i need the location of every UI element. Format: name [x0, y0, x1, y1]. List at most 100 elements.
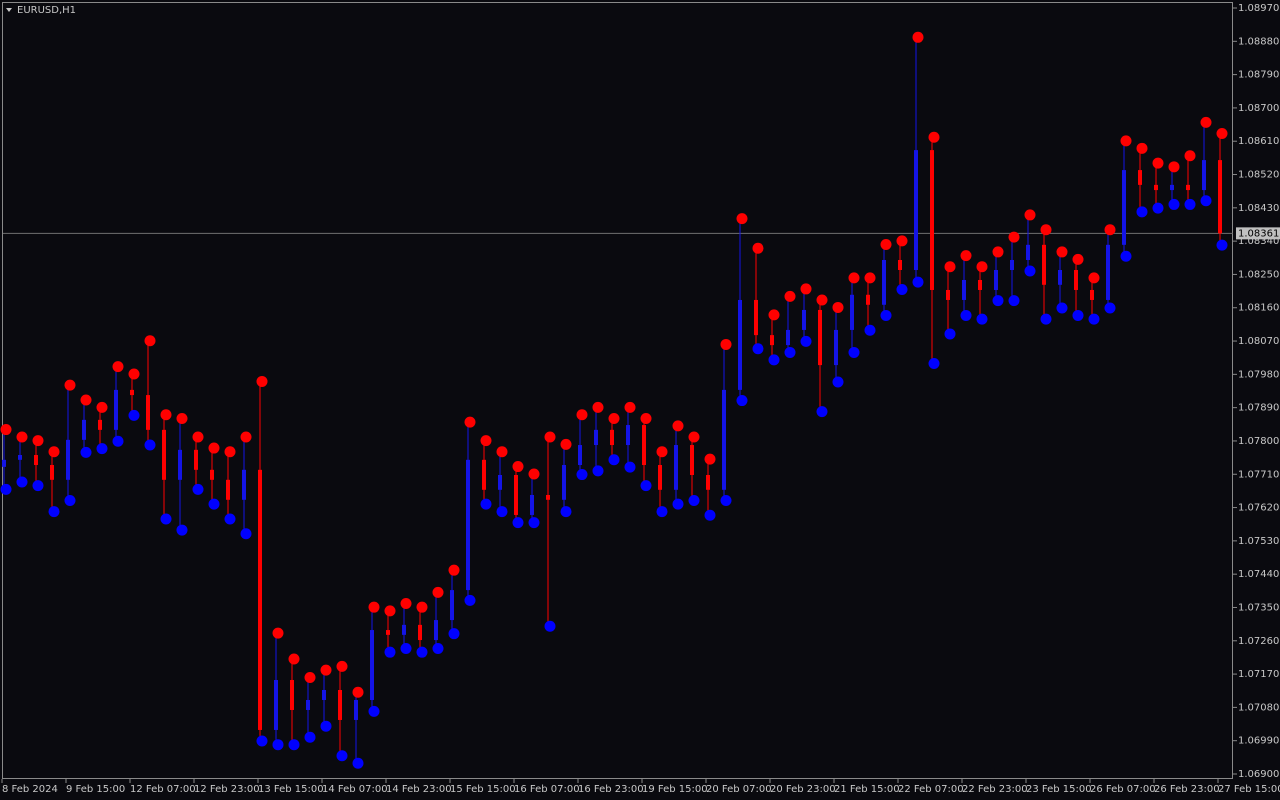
low-dot: [896, 284, 908, 296]
low-dot: [272, 739, 284, 751]
candle-body: [1042, 244, 1046, 285]
candle-body: [1138, 170, 1142, 185]
low-dot: [624, 461, 636, 473]
high-dot: [336, 660, 348, 672]
candle-body: [82, 419, 86, 440]
high-dot: [656, 446, 668, 458]
candle-body: [482, 459, 486, 490]
low-dot: [1072, 309, 1084, 321]
candle-body: [242, 469, 246, 500]
y-tick-label: 1.08340: [1238, 236, 1279, 247]
candle-body: [114, 389, 118, 430]
low-dot: [336, 750, 348, 762]
menu-arrow[interactable]: [6, 8, 12, 12]
candle-body: [498, 475, 502, 490]
candle-body: [338, 689, 342, 720]
x-tick-label: 20 Feb 07:00: [706, 784, 772, 795]
candle-body: [898, 260, 902, 270]
candle-body: [450, 590, 454, 621]
low-dot: [1056, 302, 1068, 314]
candle-body: [818, 309, 822, 366]
low-dot: [96, 443, 108, 455]
high-dot: [432, 586, 444, 598]
low-dot: [768, 354, 780, 366]
candle-body: [194, 449, 198, 470]
candle-body: [210, 469, 214, 480]
candle-body: [274, 680, 278, 730]
y-tick-label: 1.08520: [1238, 170, 1279, 181]
candle-body: [770, 335, 774, 346]
candle-body: [354, 699, 358, 720]
low-dot: [608, 454, 620, 466]
low-dot: [736, 395, 748, 407]
low-dot: [1184, 198, 1196, 210]
y-tick-label: 1.08790: [1238, 70, 1279, 81]
low-dot: [240, 528, 252, 540]
low-dot: [48, 506, 60, 518]
candle-body: [514, 475, 518, 515]
candle-body: [1106, 244, 1110, 300]
high-dot: [1056, 246, 1068, 258]
candle-body: [546, 494, 550, 500]
candle-body: [1074, 269, 1078, 290]
low-dot: [512, 517, 524, 529]
x-tick-label: 14 Feb 07:00: [322, 784, 388, 795]
candle-body: [658, 465, 662, 490]
low-dot: [944, 328, 956, 340]
high-dot: [704, 453, 716, 465]
low-dot: [32, 480, 44, 492]
high-dot: [864, 272, 876, 284]
high-dot: [0, 424, 12, 436]
low-dot: [144, 439, 156, 451]
high-dot: [464, 416, 476, 428]
candle-body: [386, 630, 390, 635]
candle-body: [290, 680, 294, 710]
high-dot: [272, 627, 284, 639]
low-dot: [288, 739, 300, 751]
high-dot: [160, 409, 172, 421]
high-dot: [208, 442, 220, 454]
high-dot: [304, 671, 316, 683]
low-dot: [880, 309, 892, 321]
high-dot: [800, 283, 812, 295]
candle-body: [914, 150, 918, 270]
candle-body: [130, 389, 134, 396]
high-dot: [944, 261, 956, 273]
candle-body: [178, 449, 182, 480]
low-dot: [320, 720, 332, 732]
high-dot: [144, 335, 156, 347]
candle-body: [978, 279, 982, 290]
high-dot: [880, 239, 892, 251]
low-dot: [224, 513, 236, 525]
candle-body: [738, 299, 742, 390]
low-dot: [688, 494, 700, 506]
candle-body: [722, 389, 726, 490]
high-dot: [32, 435, 44, 447]
high-dot: [1168, 161, 1180, 173]
x-tick-label: 8 Feb 2024: [2, 784, 58, 795]
high-dot: [1040, 224, 1052, 236]
low-dot: [1120, 250, 1132, 262]
x-tick-label: 16 Feb 23:00: [578, 784, 644, 795]
high-dot: [192, 431, 204, 443]
candle-body: [1090, 289, 1094, 300]
low-dot: [1168, 198, 1180, 210]
high-dot: [1184, 150, 1196, 162]
candle-body: [866, 294, 870, 305]
high-dot: [128, 368, 140, 380]
high-dot: [1152, 157, 1164, 169]
high-dot: [1088, 272, 1100, 284]
y-tick-label: 1.08700: [1238, 103, 1279, 114]
high-dot: [736, 213, 748, 225]
low-dot: [960, 309, 972, 321]
candle-body: [1154, 184, 1158, 191]
low-dot: [800, 335, 812, 347]
low-dot: [480, 498, 492, 510]
x-tick-label: 22 Feb 07:00: [898, 784, 964, 795]
high-dot: [976, 261, 988, 273]
high-dot: [288, 653, 300, 665]
high-dot: [400, 597, 412, 609]
high-dot: [96, 401, 108, 413]
